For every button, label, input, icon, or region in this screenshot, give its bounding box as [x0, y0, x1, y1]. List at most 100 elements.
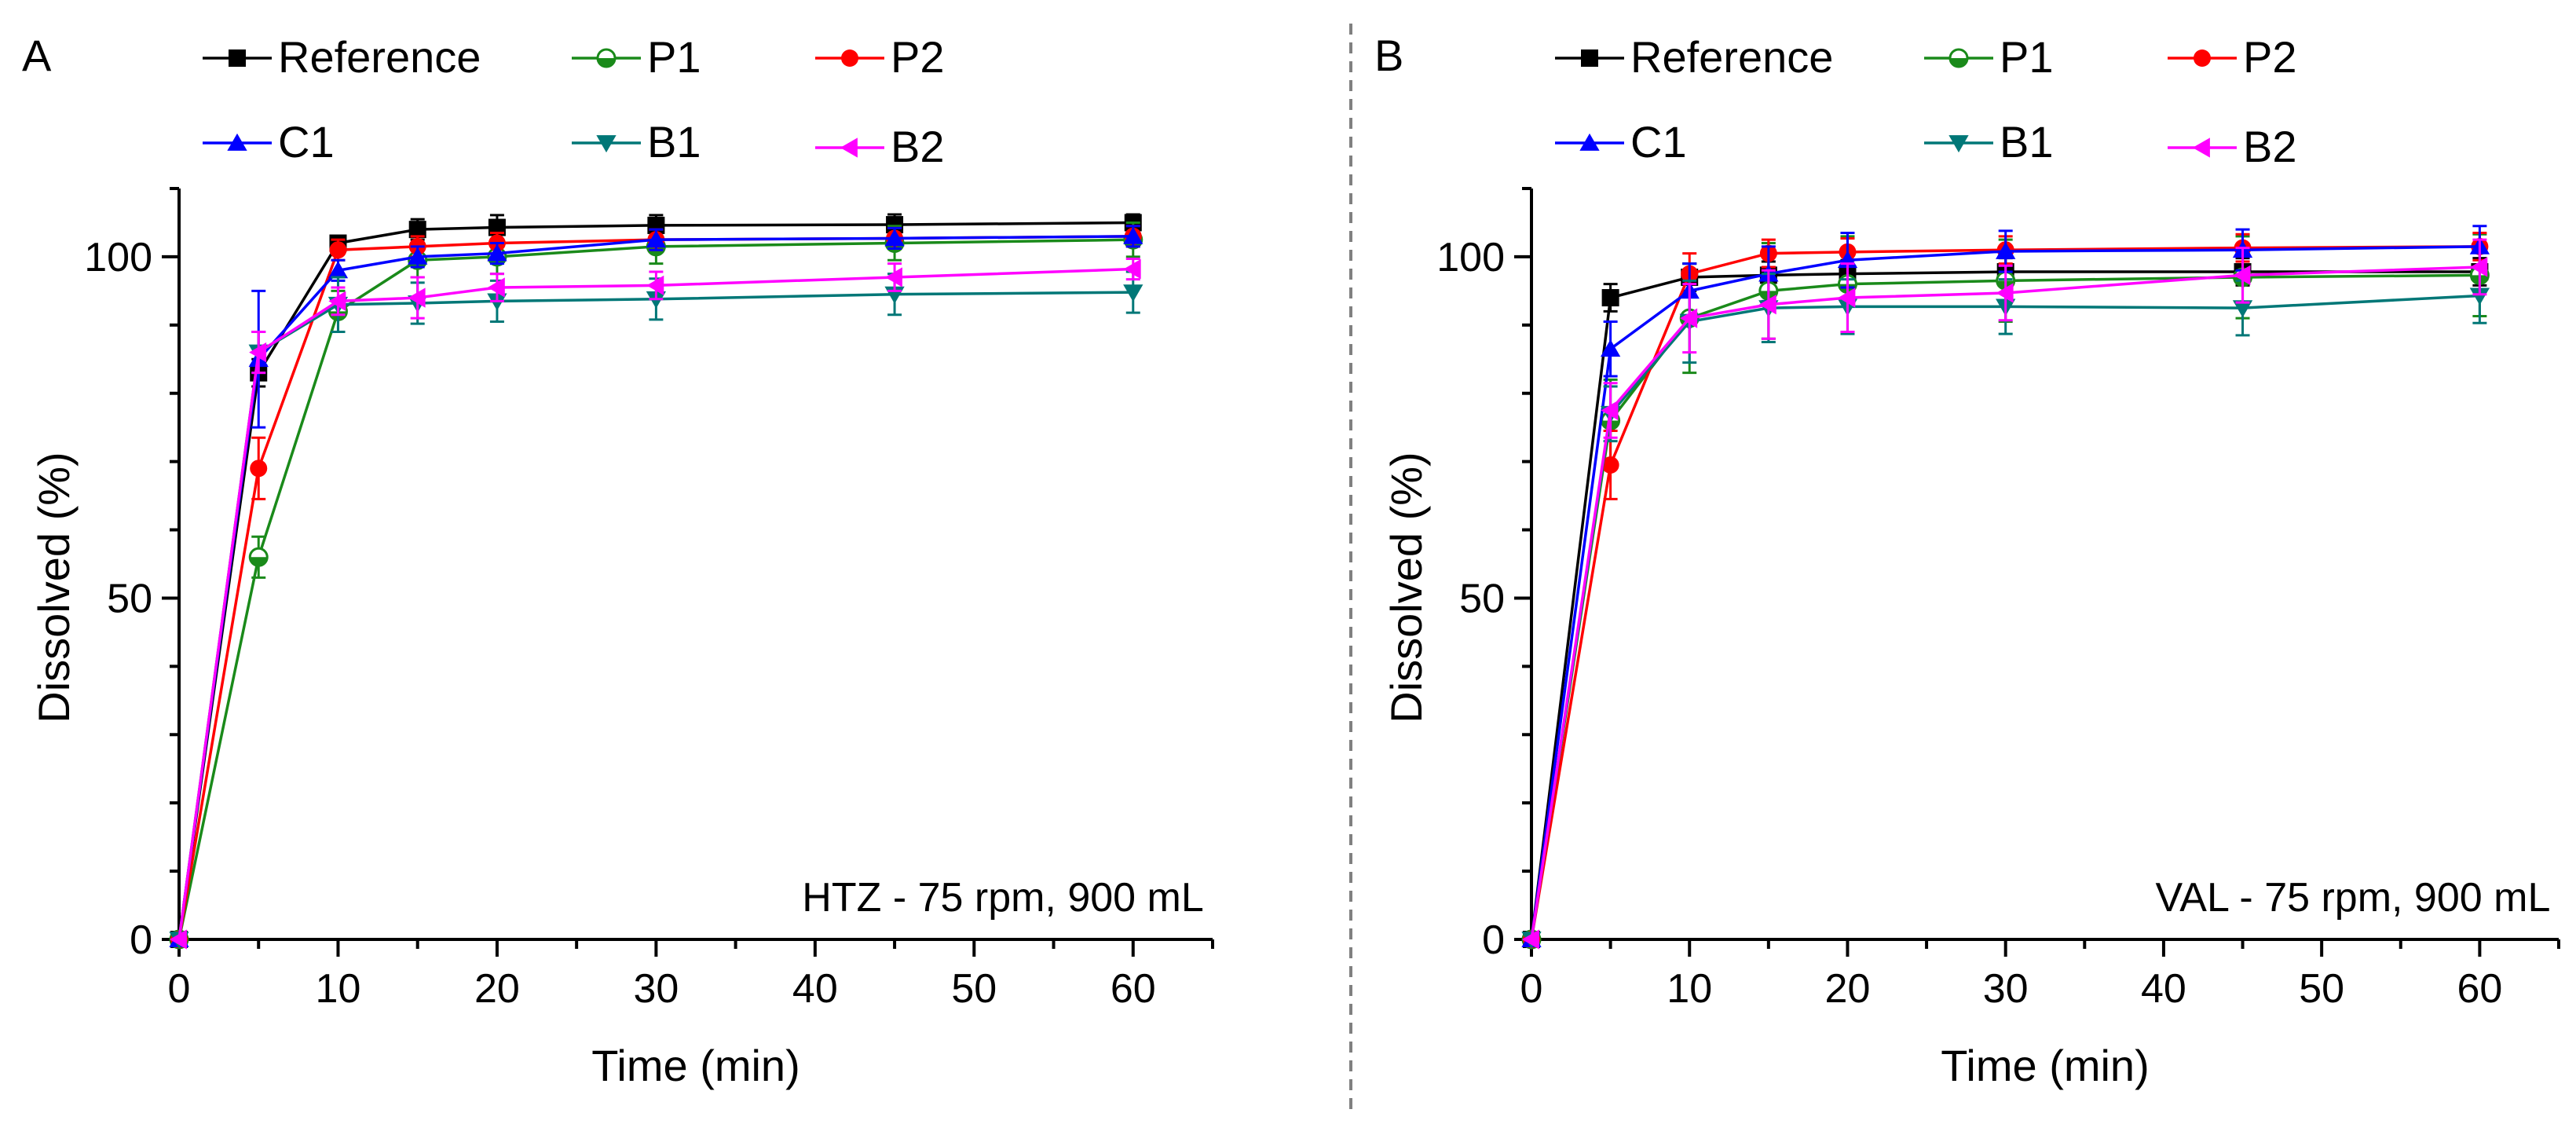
panel-b-legend-label: Reference [1630, 32, 1833, 82]
panel-a-y-label: Dissolved (%) [29, 452, 79, 723]
panel-b-x-tick-label: 10 [1667, 966, 1712, 1012]
panel-b-point-c1 [1600, 339, 1621, 357]
panel-a-point-b2 [487, 277, 505, 298]
panel-b-y-ticks: 0 50 100 [1436, 187, 1531, 963]
panel-b-series-line-p1 [1530, 273, 2480, 940]
panel-b-legend-item-c1: C1 [1555, 117, 1687, 167]
panel-b-point-b2 [1680, 308, 1698, 328]
panel-a-legend-item-b1: B1 [572, 117, 701, 167]
panel-a-series-p2 [170, 225, 1142, 948]
panel-a-y-ticks: 0 50 100 [84, 187, 179, 963]
panel-a-point-b2 [1123, 258, 1141, 280]
panel-b-letter: B [1374, 31, 1403, 80]
panel-a-point-p2 [250, 459, 268, 478]
panel-a-point-b2 [646, 275, 664, 296]
panel-a-point-c1 [1123, 226, 1143, 244]
panel-b-point-b2 [1521, 929, 1539, 950]
panel-a-series-b2 [169, 258, 1141, 950]
panel-b-x-tick-label: 40 [2141, 966, 2186, 1012]
panel-b: B 0 10 20 30 40 50 60 0 50 100 Time (min) Dissolved … [1374, 31, 2560, 1090]
panel-a-point-c1 [408, 247, 428, 265]
panel-a-legend-label: Reference [278, 32, 481, 82]
panel-b-point-b2 [1758, 295, 1776, 315]
panel-a-series-line-c1 [177, 235, 1133, 940]
panel-a-point-b2 [408, 287, 426, 308]
panel-b-legend-marker-fill [1950, 58, 1967, 67]
panel-a-legend-marker [596, 135, 617, 153]
panel-b-point-b1 [2469, 287, 2490, 306]
panel-a-series-b1 [169, 270, 1143, 950]
panel-b-series-line-reference [1530, 270, 2480, 940]
panel-b-series-line-b1 [1530, 294, 2480, 940]
panel-a-y-tick-label: 50 [107, 576, 152, 621]
panel-a-legend-label: P2 [891, 32, 945, 82]
panel-b-legend-label: P1 [2000, 32, 2054, 82]
panel-b-legend: Reference P1 P2 C1 B1 B2 [1555, 32, 2297, 171]
panel-b-x-label: Time (min) [1941, 1041, 2149, 1090]
panel-a-legend-item-b2: B2 [815, 122, 945, 171]
panel-b-x-tick-label: 30 [1983, 966, 2029, 1012]
panel-a-point-c1 [646, 230, 667, 248]
panel-b-legend-marker [2192, 137, 2210, 158]
panel-a-point-p1-fill [250, 557, 268, 566]
panel-a-point-c1 [327, 261, 349, 279]
panel-b-series-b2 [1521, 238, 2488, 950]
panel-b-legend-label: C1 [1630, 117, 1687, 167]
panel-a-x-tick-label: 60 [1111, 966, 1156, 1012]
panel-a-series-line-p2 [177, 235, 1133, 940]
panel-a-legend-label: B1 [647, 117, 701, 167]
panel-b-legend-marker [2194, 49, 2211, 67]
panel-b-point-b2 [2233, 265, 2251, 286]
panel-a-point-b1 [1123, 284, 1143, 302]
panel-b-series-line-b2 [1530, 265, 2480, 940]
panel-a-x-tick-label: 40 [792, 966, 838, 1012]
panel-a-series-line-reference [177, 221, 1133, 940]
panel-b-point-p2 [1601, 456, 1619, 474]
panel-b-x-tick-label: 50 [2299, 966, 2344, 1012]
panel-b-point-b1 [2232, 300, 2253, 318]
panel-a-point-b2 [249, 342, 267, 363]
panel-a-series-line-b1 [177, 291, 1133, 940]
panel-b-point-b2 [1838, 287, 1856, 308]
panel-a-point-reference [408, 221, 426, 239]
panel-a-x-ticks: 0 10 20 30 40 50 60 [168, 939, 1214, 1012]
panel-b-legend-marker [1581, 49, 1598, 67]
panel-a-x-tick-label: 20 [474, 966, 520, 1012]
panel-a-series-reference [170, 213, 1142, 948]
panel-b-x-tick-label: 60 [2457, 966, 2502, 1012]
panel-a-legend-label: B2 [891, 122, 945, 171]
panel-a-y-tick-label: 100 [84, 235, 152, 280]
panel-b-legend-label: B2 [2243, 122, 2297, 171]
panel-a-legend-label: P1 [647, 32, 701, 82]
panel-a-legend-label: C1 [278, 117, 335, 167]
panel-a-x-tick-label: 0 [168, 966, 191, 1012]
panel-b-legend-label: B1 [2000, 117, 2054, 167]
panel-b-series-line-p2 [1530, 245, 2480, 940]
panel-a-point-b2 [328, 291, 346, 312]
panel-a-legend-item-c1: C1 [203, 117, 335, 167]
panel-b-y-tick-label: 0 [1482, 917, 1505, 963]
panel-a-x-tick-label: 50 [951, 966, 997, 1012]
panel-a-series-c1 [169, 225, 1143, 947]
panel-b-point-b2 [1601, 400, 1619, 421]
panel-a-legend-marker [596, 48, 617, 68]
panel-a-series-p1 [169, 221, 1143, 950]
panel-b-series-line-c1 [1530, 245, 2480, 940]
panel-b-series-reference [1523, 257, 2489, 948]
panel-a-x-tick-label: 10 [316, 966, 361, 1012]
panel-b-legend-item-b1: B1 [1924, 117, 2054, 167]
panel-a: A 0 10 20 30 40 50 60 0 50 100 Time (min) Dissolved … [22, 31, 1214, 1090]
panel-a-legend-item-p2: P2 [815, 32, 945, 82]
panel-a-point-b2 [169, 929, 187, 950]
panel-b-y-tick-label: 50 [1459, 576, 1505, 621]
panel-b-legend-item-p1: P1 [1924, 32, 2054, 82]
panel-a-legend: Reference P1 P2 C1 B1 B2 [203, 32, 945, 171]
panel-b-legend-item-p2: P2 [2168, 32, 2297, 82]
panel-a-point-p2 [329, 241, 347, 259]
panel-a-legend-item-p1: P1 [572, 32, 701, 82]
panel-b-x-tick-label: 0 [1520, 966, 1543, 1012]
panel-a-legend-item-reference: Reference [203, 32, 481, 82]
panel-b-legend-item-b2: B2 [2168, 122, 2297, 171]
panel-b-series-p1 [1521, 232, 2490, 950]
